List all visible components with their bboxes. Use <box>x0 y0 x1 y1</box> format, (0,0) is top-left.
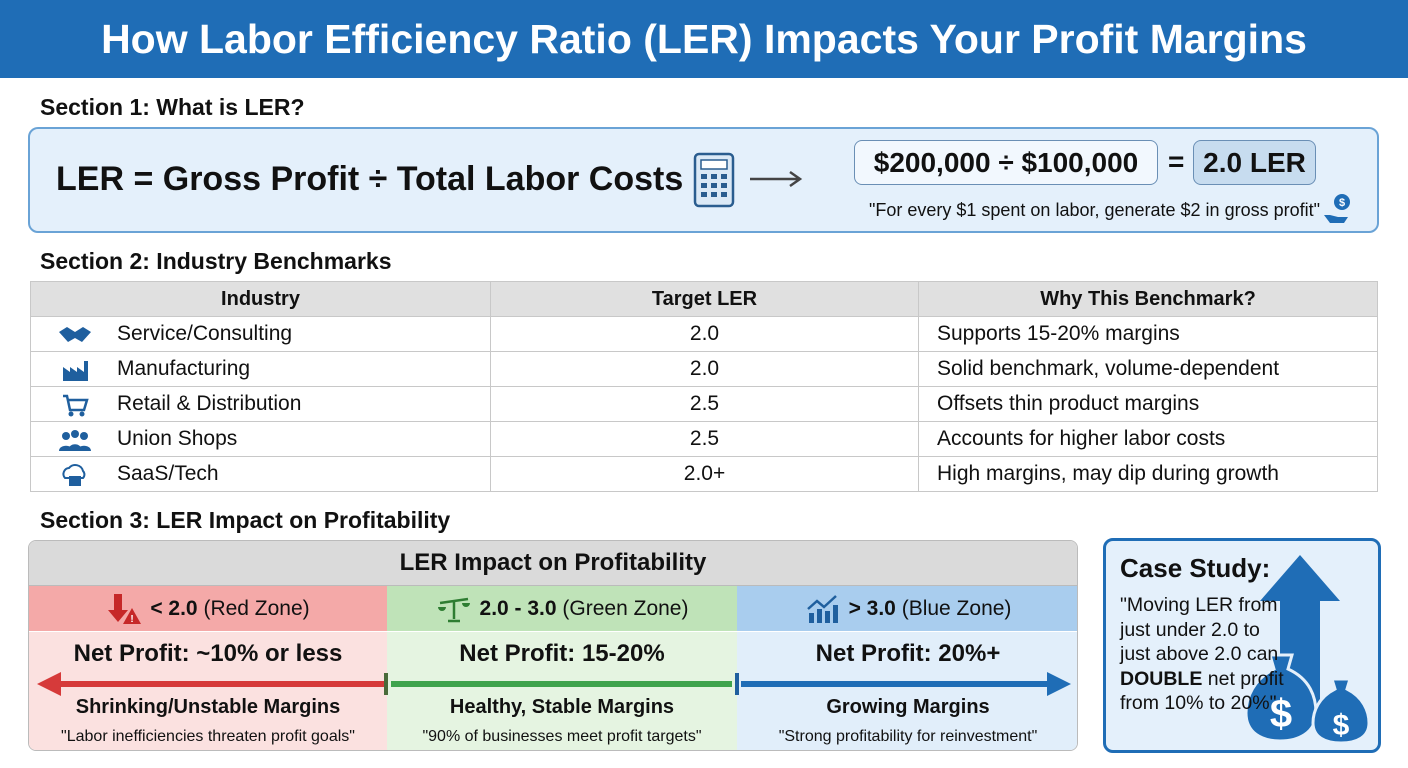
section3-heading: Section 3: LER Impact on Profitability <box>40 507 451 533</box>
net-profit: Net Profit: ~10% or less <box>73 640 343 667</box>
industry-cell: Manufacturing <box>30 351 491 387</box>
cloud-server-icon <box>62 464 86 486</box>
blue-zone-header: > 3.0 (Blue Zone) <box>737 586 1077 631</box>
zone-range: < 2.0 (Red Zone) <box>150 596 310 620</box>
handshake-icon <box>59 327 91 342</box>
green-zone-header: 2.0 - 3.0 (Green Zone) <box>387 586 737 631</box>
svg-text:!: ! <box>131 614 134 625</box>
arrow-up-money-bags-icon: $ $ <box>1244 555 1371 745</box>
column-header: Industry <box>30 281 491 317</box>
industry-cell: Service/Consulting <box>30 316 491 352</box>
factory-icon <box>63 361 88 381</box>
table-row: SaaS/Tech 2.0+ High margins, may dip durin… <box>30 456 1378 492</box>
money-hand-icon: $ <box>1324 194 1350 223</box>
red-zone-header: ! < 2.0 (Red Zone) <box>29 586 387 631</box>
impact-title: LER Impact on Profitability <box>29 541 1077 586</box>
table-header-row: Industry Target LER Why This Benchmark? <box>30 281 1378 317</box>
zone-quote: "Strong profitability for reinvestment" <box>778 728 1038 745</box>
svg-text:$: $ <box>1333 709 1350 742</box>
arrow-right-icon <box>750 170 803 188</box>
why-cell: Accounts for higher labor costs <box>918 421 1378 457</box>
table-row: Union Shops 2.5 Accounts for higher labor … <box>30 421 1378 457</box>
section2-heading: Section 2: Industry Benchmarks <box>40 248 392 274</box>
margin-label: Growing Margins <box>826 696 990 718</box>
why-cell: Supports 15-20% margins <box>918 316 1378 352</box>
ler-result: 2.0 LER <box>1193 140 1316 185</box>
zone-range: 2.0 - 3.0 (Green Zone) <box>479 596 689 620</box>
ler-quote: "For every $1 spent on labor, generate $… <box>868 200 1320 220</box>
why-cell: Offsets thin product margins <box>918 386 1378 422</box>
svg-text:$: $ <box>1339 197 1345 209</box>
workers-icon <box>59 430 91 451</box>
margin-label: Shrinking/Unstable Margins <box>75 696 341 718</box>
table-row: Retail & Distribution 2.5 Offsets thin pro… <box>30 386 1378 422</box>
industry-benchmarks-table: Industry Target LER Why This Benchmark? … <box>30 281 1378 492</box>
target-ler-cell: 2.0+ <box>490 456 919 492</box>
down-arrow-warning-icon: ! <box>108 593 142 625</box>
net-profit: Net Profit: 15-20% <box>459 640 665 667</box>
industry-name: Service/Consulting <box>117 322 293 345</box>
ler-formula: LER = Gross Profit ÷ Total Labor Costs <box>56 160 684 198</box>
why-cell: High margins, may dip during growth <box>918 456 1378 492</box>
industry-cell: SaaS/Tech <box>30 456 491 492</box>
industry-name: Manufacturing <box>117 357 251 380</box>
target-ler-cell: 2.5 <box>490 386 919 422</box>
profit-scale-arrow <box>37 672 1071 696</box>
case-study-box: $ $ Case Study: "Moving LER from just un… <box>1103 538 1381 753</box>
industry-cell: Retail & Distribution <box>30 386 491 422</box>
industry-name: Retail & Distribution <box>117 392 302 415</box>
table-row: Service/Consulting 2.0 Supports 15-20% mar… <box>30 316 1378 352</box>
column-header: Target LER <box>490 281 919 317</box>
target-ler-cell: 2.5 <box>490 421 919 457</box>
blue-zone-body: Net Profit: 20%+ Growing Margins "Strong… <box>737 631 1077 750</box>
page-title: How Labor Efficiency Ratio (LER) Impacts… <box>0 0 1408 78</box>
net-profit: Net Profit: 20%+ <box>815 640 1001 667</box>
margin-label: Healthy, Stable Margins <box>449 696 675 718</box>
equals-sign: = <box>1168 146 1185 177</box>
ler-example-calculation: $200,000 ÷ $100,000 <box>854 140 1158 185</box>
industry-name: SaaS/Tech <box>117 462 219 485</box>
target-ler-cell: 2.0 <box>490 351 919 387</box>
column-header: Why This Benchmark? <box>918 281 1378 317</box>
zone-range: > 3.0 (Blue Zone) <box>848 596 1012 620</box>
svg-text:$: $ <box>1270 692 1292 736</box>
industry-name: Union Shops <box>117 427 238 450</box>
ler-impact-panel: LER Impact on Profitability ! < 2.0 (Red… <box>28 540 1078 751</box>
calculator-icon <box>693 152 735 208</box>
case-study-title: Case Study: <box>1120 553 1271 583</box>
zone-quote: "Labor inefficiencies threaten profit go… <box>61 728 355 745</box>
cart-icon <box>63 394 89 417</box>
case-study-quote: "Moving LER from just under 2.0 to just … <box>1120 594 1284 714</box>
why-cell: Solid benchmark, volume-dependent <box>918 351 1378 387</box>
industry-cell: Union Shops <box>30 421 491 457</box>
growth-chart-icon <box>806 594 838 623</box>
balance-scale-icon <box>437 597 470 622</box>
table-row: Manufacturing 2.0 Solid benchmark, volume-… <box>30 351 1378 387</box>
zone-quote: "90% of businesses meet profit targets" <box>422 728 702 745</box>
section1-heading: Section 1: What is LER? <box>40 94 305 120</box>
green-zone-body: Net Profit: 15-20% Healthy, Stable Margi… <box>387 631 737 750</box>
target-ler-cell: 2.0 <box>490 316 919 352</box>
red-zone-body: Net Profit: ~10% or less Shrinking/Unsta… <box>29 631 387 750</box>
